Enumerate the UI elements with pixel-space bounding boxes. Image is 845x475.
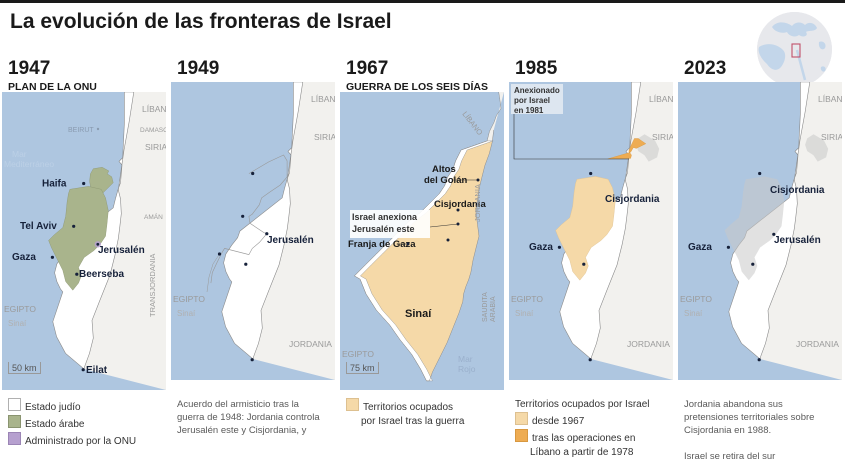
svg-text:SIRIA: SIRIA [145, 142, 166, 152]
svg-text:Cisjordania: Cisjordania [605, 194, 660, 205]
svg-text:LÍBANO: LÍBANO [818, 94, 842, 104]
svg-text:Haifa: Haifa [42, 179, 67, 190]
svg-text:del Golán: del Golán [424, 175, 467, 186]
svg-text:Sinaí: Sinaí [684, 309, 703, 318]
svg-text:EGIPTO: EGIPTO [680, 294, 712, 304]
svg-text:Jerusalén este: Jerusalén este [352, 224, 415, 234]
svg-text:Rojo: Rojo [458, 364, 476, 374]
svg-text:JORDANIA: JORDANIA [796, 339, 839, 349]
svg-text:Mar: Mar [458, 354, 473, 364]
svg-text:Jerusalén: Jerusalén [98, 245, 145, 256]
svg-text:AMÁN: AMÁN [144, 212, 163, 221]
svg-text:Sinaí: Sinaí [405, 308, 432, 320]
svg-text:LÍBANO: LÍBANO [142, 104, 166, 114]
svg-text:JORDANIA: JORDANIA [473, 184, 482, 222]
svg-text:TRANSJORDANIA: TRANSJORDANIA [148, 254, 157, 317]
svg-text:DAMASCO: DAMASCO [140, 127, 166, 134]
svg-text:BEIRUT: BEIRUT [68, 127, 94, 134]
svg-text:Cisjordania: Cisjordania [770, 185, 825, 196]
svg-text:Beerseba: Beerseba [79, 269, 124, 280]
svg-text:Altos: Altos [432, 164, 456, 175]
svg-text:Eilat: Eilat [86, 365, 108, 376]
svg-text:JORDANIA: JORDANIA [627, 339, 670, 349]
svg-text:LÍBANO: LÍBANO [311, 94, 335, 104]
svg-text:ARABIA: ARABIA [490, 296, 497, 322]
svg-text:Jerusalén: Jerusalén [774, 235, 821, 246]
svg-text:Mar: Mar [12, 149, 27, 159]
svg-text:SIRIA: SIRIA [821, 132, 842, 142]
svg-text:Gaza: Gaza [12, 252, 36, 263]
svg-text:EGIPTO: EGIPTO [511, 294, 543, 304]
svg-text:Mediterráneo: Mediterráneo [4, 159, 54, 169]
svg-text:Tel Aviv: Tel Aviv [20, 221, 57, 232]
svg-text:Jerusalén: Jerusalén [267, 235, 314, 246]
svg-text:JORDANIA: JORDANIA [289, 339, 332, 349]
svg-text:Sinaí: Sinaí [8, 319, 27, 328]
svg-text:Anexionado: Anexionado [514, 86, 560, 95]
svg-text:Sinaí: Sinaí [515, 309, 534, 318]
svg-text:en 1981: en 1981 [514, 106, 544, 115]
svg-text:por Israel: por Israel [514, 96, 550, 105]
svg-text:EGIPTO: EGIPTO [173, 294, 205, 304]
svg-text:EGIPTO: EGIPTO [4, 304, 36, 314]
svg-text:EGIPTO: EGIPTO [342, 349, 374, 359]
svg-text:SAUDITA: SAUDITA [482, 292, 489, 322]
svg-text:SIRIA: SIRIA [314, 132, 335, 142]
svg-text:Franja de Gaza: Franja de Gaza [348, 239, 416, 250]
svg-text:LÍBANO: LÍBANO [649, 94, 673, 104]
svg-text:Israel anexiona: Israel anexiona [352, 212, 418, 222]
svg-text:Sinaí: Sinaí [177, 309, 196, 318]
svg-text:SIRIA: SIRIA [652, 132, 673, 142]
svg-text:Gaza: Gaza [529, 242, 553, 253]
svg-text:Gaza: Gaza [688, 242, 712, 253]
